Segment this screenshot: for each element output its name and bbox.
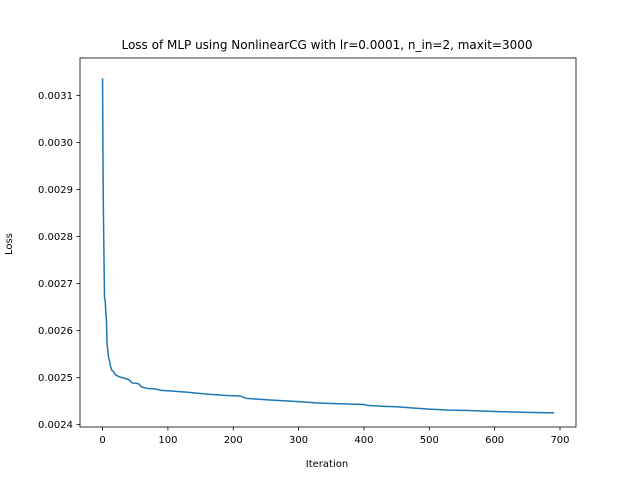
x-tick-label: 700 [550, 435, 569, 446]
y-tick-label: 0.0028 [38, 232, 73, 243]
x-axis-label: Iteration [306, 459, 348, 470]
x-tick-label: 0 [99, 435, 105, 446]
y-tick-label: 0.0027 [38, 279, 73, 290]
x-tick-label: 300 [289, 435, 308, 446]
chart-title: Loss of MLP using NonlinearCG with lr=0.… [121, 38, 532, 52]
y-tick-label: 0.0025 [38, 373, 73, 384]
y-tick-label: 0.0024 [38, 420, 73, 431]
y-tick-label: 0.0029 [38, 185, 73, 196]
loss-series-line [101, 78, 555, 414]
x-tick-label: 200 [224, 435, 243, 446]
x-tick-label: 100 [158, 435, 177, 446]
y-tick-label: 0.0030 [38, 138, 73, 149]
x-tick-label: 400 [354, 435, 373, 446]
y-axis-label: Loss [4, 233, 15, 255]
y-tick-label: 0.0026 [38, 326, 73, 337]
y-tick-label: 0.0031 [38, 91, 73, 102]
x-tick-label: 600 [485, 435, 504, 446]
plot-area: 0 100 200 300 400 500 600 700 0.0024 0.0025 0.0026… [38, 57, 577, 446]
plot-frame [79, 57, 577, 428]
x-tick-label: 500 [420, 435, 439, 446]
